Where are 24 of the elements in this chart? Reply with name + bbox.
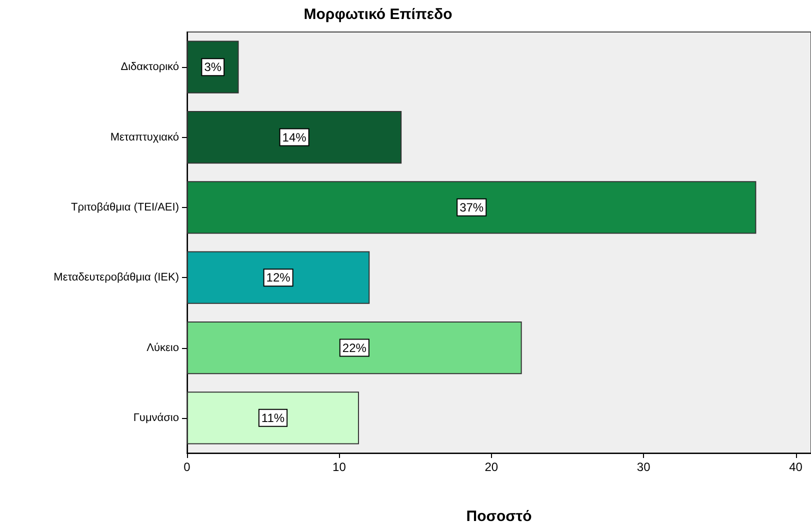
data-label: 22% <box>342 340 367 355</box>
x-tick-label: 0 <box>184 460 191 474</box>
y-tick-label: Μεταπτυχιακό <box>110 131 179 144</box>
bar <box>187 181 756 234</box>
chart-title: Μορφωτικό Επίπεδο <box>304 6 452 23</box>
y-tick-label: Διδακτορικό <box>120 61 179 74</box>
y-tick-label: Λύκειο <box>146 342 179 354</box>
bar <box>187 392 359 444</box>
y-tick-label: Μεταδευτεροβάθμια (ΙΕΚ) <box>54 272 179 284</box>
data-label: 3% <box>204 60 222 74</box>
x-axis-title: Ποσοστό <box>466 508 532 525</box>
x-tick-label: 30 <box>636 460 651 474</box>
bar <box>187 251 370 304</box>
bar <box>187 110 402 164</box>
data-label: 11% <box>261 410 285 425</box>
data-label: 37% <box>460 200 484 214</box>
x-tick-label: 20 <box>484 460 498 474</box>
y-tick-label: Γυμνάσιο <box>133 412 179 424</box>
data-label: 12% <box>266 270 291 285</box>
x-tick-label: 10 <box>332 460 346 474</box>
bar <box>187 321 522 374</box>
x-tick-label: 40 <box>789 460 803 474</box>
data-label: 14% <box>282 130 307 144</box>
y-tick-label: Τριτοβάθμια (ΤΕΙ/ΑΕΙ) <box>71 201 179 214</box>
